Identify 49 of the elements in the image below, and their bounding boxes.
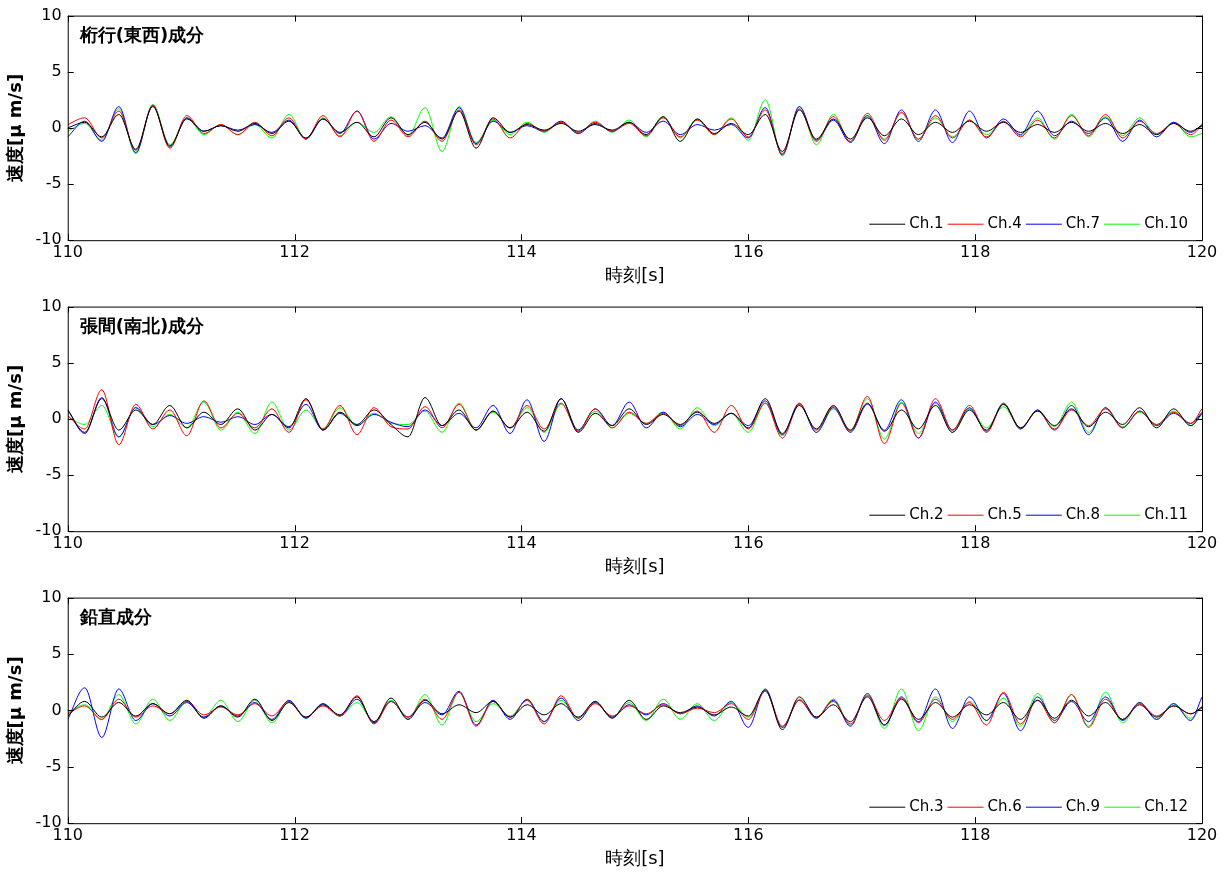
legend-label: Ch.8: [1065, 505, 1101, 524]
y-tick-label: 10: [41, 4, 62, 24]
x-tick-label: 114: [506, 824, 537, 844]
legend-label: Ch.10: [1144, 214, 1189, 233]
legend-label: Ch.1: [909, 214, 944, 233]
y-tick-label: 5: [51, 643, 62, 663]
x-tick-label: 112: [279, 824, 310, 844]
x-tick-label: 118: [959, 241, 991, 261]
x-axis-title: 時刻[s]: [605, 263, 665, 285]
legend-label: Ch.7: [1065, 214, 1101, 233]
x-tick-label: 118: [959, 532, 991, 552]
y-axis-title: 速度[μ m/s]: [4, 364, 26, 473]
x-axis-title: 時刻[s]: [605, 554, 665, 576]
y-tick-label: 0: [51, 408, 62, 428]
y-tick-label: 0: [51, 699, 62, 719]
x-tick-label: 116: [733, 824, 764, 844]
y-tick-label: -5: [45, 464, 62, 484]
y-tick-label: -5: [45, 173, 62, 193]
x-tick-label: 116: [733, 241, 764, 261]
legend-label: Ch.4: [987, 214, 1022, 233]
legend-label: Ch.2: [909, 505, 944, 524]
line-series: [67, 389, 1202, 446]
y-tick-label: 10: [41, 586, 62, 606]
x-axis-title: 時刻[s]: [605, 846, 665, 868]
x-tick-label: 114: [506, 532, 537, 552]
x-tick-label: 120: [1186, 824, 1218, 844]
y-tick-label: 5: [51, 351, 62, 371]
text: 張間(南北)成分: [79, 315, 206, 337]
x-tick-label: 118: [959, 824, 991, 844]
legend-label: Ch.6: [987, 797, 1022, 816]
x-tick-label: 114: [506, 241, 537, 261]
x-tick-label: 112: [279, 241, 310, 261]
legend-label: Ch.11: [1144, 505, 1189, 524]
legend-label: Ch.12: [1144, 797, 1189, 816]
y-axis-title: 速度[μ m/s]: [4, 656, 26, 765]
x-tick-label: 120: [1186, 241, 1218, 261]
y-axis-title: 速度[μ m/s]: [4, 73, 26, 182]
y-tick-label: 10: [41, 295, 62, 315]
text: 桁行(東西)成分: [78, 24, 206, 46]
x-tick-label: 112: [279, 532, 310, 552]
x-tick-label: 120: [1186, 532, 1218, 552]
legend-label: Ch.3: [909, 797, 944, 816]
legend-label: Ch.9: [1065, 797, 1101, 816]
y-tick-label: 5: [51, 60, 62, 80]
text: 鉛直成分: [78, 606, 153, 628]
legend-label: Ch.5: [987, 505, 1022, 524]
y-tick-label: -5: [45, 755, 62, 775]
y-tick-label: 0: [51, 117, 62, 137]
x-tick-label: 116: [733, 532, 764, 552]
